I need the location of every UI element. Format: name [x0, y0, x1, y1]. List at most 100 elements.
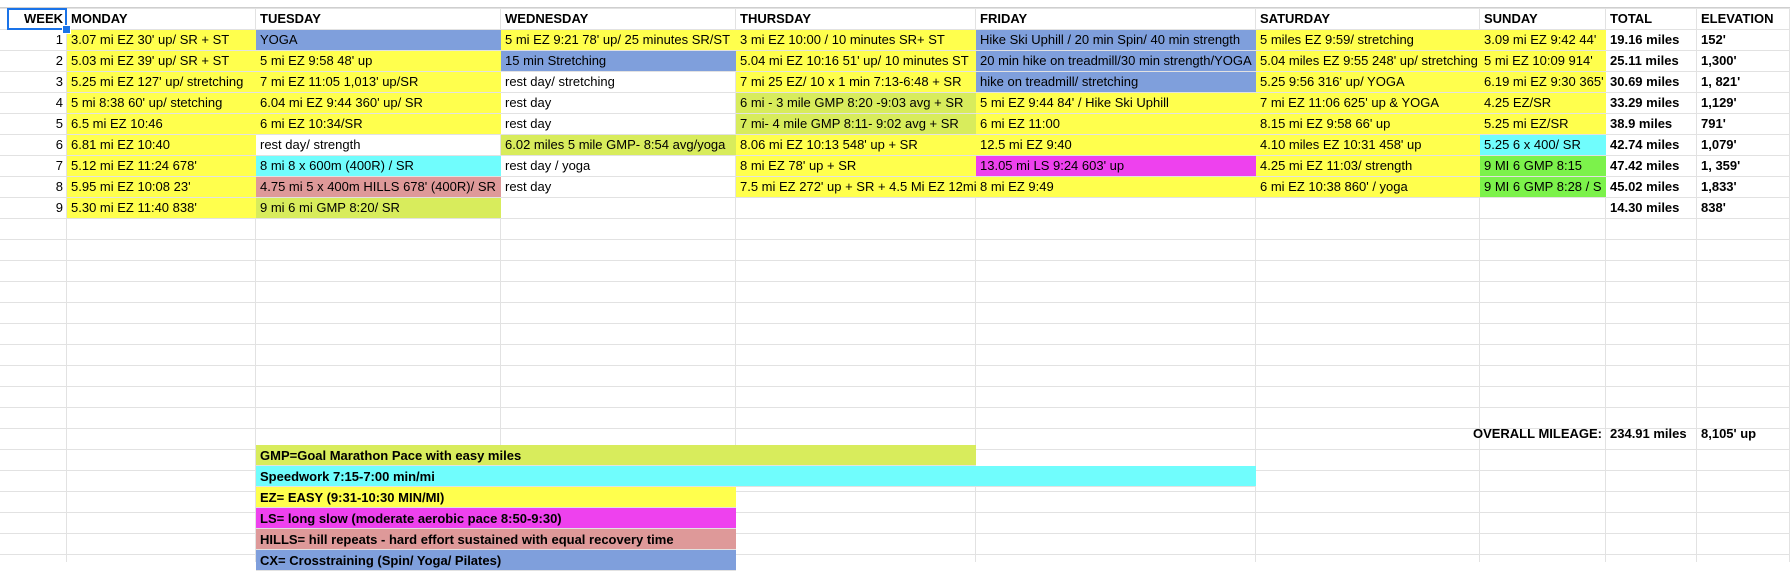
header-saturday[interactable]: SATURDAY [1260, 11, 1331, 26]
day-cell[interactable]: 6.81 mi EZ 10:40 [67, 135, 256, 155]
day-cell[interactable]: 8 mi EZ 9:49 [976, 177, 1256, 197]
day-cell[interactable]: rest day [505, 179, 552, 194]
day-cell[interactable]: 5.04 miles EZ 9:55 248' up/ stretching [1256, 51, 1480, 71]
day-cell[interactable]: 5.30 mi EZ 11:40 838' [67, 198, 256, 218]
day-cell[interactable]: 6.19 mi EZ 9:30 365' [1480, 72, 1606, 92]
overall-elevation-value[interactable]: 8,105' up [1701, 426, 1757, 441]
header-wednesday[interactable]: WEDNESDAY [505, 11, 589, 26]
day-cell[interactable]: YOGA [256, 30, 501, 50]
total-cell[interactable]: 42.74 miles [1610, 137, 1680, 152]
overall-mileage-label[interactable]: OVERALL MILEAGE: [1472, 426, 1602, 441]
elevation-cell[interactable]: 1,129' [1701, 95, 1737, 110]
week-number[interactable]: 6 [55, 137, 63, 152]
total-cell[interactable]: 19.16 miles [1610, 32, 1680, 47]
day-cell[interactable]: 9 mi 6 mi GMP 8:20/ SR [256, 198, 501, 218]
day-cell[interactable]: 5 mi EZ 10:09 914' [1480, 51, 1606, 71]
day-cell[interactable] [976, 198, 1256, 218]
day-cell[interactable]: 5.95 mi EZ 10:08 23' [67, 177, 256, 197]
day-cell[interactable]: 7.5 mi EZ 272' up + SR + 4.5 Mi EZ 12mi [736, 177, 976, 197]
day-cell[interactable]: 20 min hike on treadmill/30 min strength… [976, 51, 1256, 71]
day-cell[interactable]: 4.75 mi 5 x 400m HILLS 678' (400R)/ SR [256, 177, 501, 197]
day-cell[interactable]: 3 mi EZ 10:00 / 10 minutes SR+ ST [736, 30, 976, 50]
day-cell[interactable]: 5 mi EZ 9:58 48' up [256, 51, 501, 71]
day-cell[interactable]: 4.10 miles EZ 10:31 458' up [1256, 135, 1480, 155]
header-friday[interactable]: FRIDAY [980, 11, 1028, 26]
overall-mileage-value[interactable]: 234.91 miles [1610, 426, 1687, 441]
day-cell[interactable] [1256, 198, 1480, 218]
day-cell[interactable]: 8 mi EZ 78' up + SR [736, 156, 976, 176]
total-cell[interactable]: 30.69 miles [1610, 74, 1680, 89]
day-cell[interactable]: rest day/ strength [260, 137, 361, 152]
day-cell[interactable]: 6.02 miles 5 mile GMP- 8:54 avg/yoga [501, 135, 736, 155]
total-cell[interactable]: 14.30 miles [1610, 200, 1680, 215]
day-cell[interactable]: 5 miles EZ 9:59/ stretching [1256, 30, 1480, 50]
legend-item[interactable]: Speedwork 7:15-7:00 min/mi [256, 466, 1256, 487]
header-monday[interactable]: MONDAY [71, 11, 128, 26]
day-cell[interactable]: 5 mi EZ 9:21 78' up/ 25 minutes SR/ST [501, 30, 736, 50]
day-cell[interactable]: 3.07 mi EZ 30' up/ SR + ST [67, 30, 256, 50]
total-cell[interactable]: 47.42 miles [1610, 158, 1680, 173]
day-cell[interactable] [501, 198, 736, 218]
day-cell[interactable]: 5.04 mi EZ 10:16 51' up/ 10 minutes ST [736, 51, 976, 71]
day-cell[interactable]: 7 mi EZ 11:06 625' up & YOGA [1256, 93, 1480, 113]
elevation-cell[interactable]: 838' [1701, 200, 1726, 215]
day-cell[interactable]: 5.25 mi EZ/SR [1480, 114, 1606, 134]
day-cell[interactable]: 9 MI 6 GMP 8:28 / S [1480, 177, 1606, 197]
week-number[interactable]: 7 [55, 158, 63, 173]
day-cell[interactable]: 5.25 9:56 316' up/ YOGA [1256, 72, 1480, 92]
header-sunday[interactable]: SUNDAY [1484, 11, 1538, 26]
day-cell[interactable]: 7 mi- 4 mile GMP 8:11- 9:02 avg + SR [736, 114, 976, 134]
week-number[interactable]: 2 [55, 53, 63, 68]
fill-handle[interactable] [62, 25, 71, 34]
day-cell[interactable]: rest day / yoga [505, 158, 591, 173]
day-cell[interactable]: 8.06 mi EZ 10:13 548' up + SR [736, 135, 976, 155]
elevation-cell[interactable]: 791' [1701, 116, 1726, 131]
day-cell[interactable]: 8 mi 8 x 600m (400R) / SR [256, 156, 501, 176]
total-cell[interactable]: 25.11 miles [1610, 53, 1679, 68]
elevation-cell[interactable]: 1,079' [1701, 137, 1737, 152]
elevation-cell[interactable]: 1, 821' [1701, 74, 1741, 89]
header-thursday[interactable]: THURSDAY [740, 11, 812, 26]
day-cell[interactable]: 3.09 mi EZ 9:42 44' [1480, 30, 1606, 50]
total-cell[interactable]: 33.29 miles [1610, 95, 1680, 110]
day-cell[interactable]: rest day/ stretching [505, 74, 615, 89]
day-cell[interactable]: 6 mi EZ 10:38 860' / yoga [1256, 177, 1480, 197]
day-cell[interactable] [1480, 198, 1606, 218]
day-cell[interactable]: hike on treadmill/ stretching [976, 72, 1256, 92]
day-cell[interactable]: 4.25 EZ/SR [1480, 93, 1606, 113]
week-number[interactable]: 8 [55, 179, 63, 194]
day-cell[interactable]: 8.15 mi EZ 9:58 66' up [1256, 114, 1480, 134]
day-cell[interactable]: 5.03 mi EZ 39' up/ SR + ST [67, 51, 256, 71]
header-tuesday[interactable]: TUESDAY [260, 11, 321, 26]
legend-item[interactable]: LS= long slow (moderate aerobic pace 8:5… [256, 508, 736, 529]
day-cell[interactable]: 7 mi EZ 11:05 1,013' up/SR [256, 72, 501, 92]
week-number[interactable]: 5 [55, 116, 63, 131]
legend-item[interactable]: GMP=Goal Marathon Pace with easy miles [256, 445, 976, 466]
week-number[interactable]: 4 [55, 95, 63, 110]
day-cell[interactable]: 13.05 mi LS 9:24 603' up [976, 156, 1256, 176]
day-cell[interactable]: 5.25 mi EZ 127' up/ stretching [67, 72, 256, 92]
day-cell[interactable]: 5.25 6 x 400/ SR [1480, 135, 1606, 155]
legend-item[interactable]: HILLS= hill repeats - hard effort sustai… [256, 529, 736, 550]
day-cell[interactable]: Hike Ski Uphill / 20 min Spin/ 40 min st… [976, 30, 1256, 50]
total-cell[interactable]: 45.02 miles [1610, 179, 1680, 194]
day-cell[interactable]: 5 mi EZ 9:44 84' / Hike Ski Uphill [976, 93, 1256, 113]
day-cell[interactable] [736, 198, 976, 218]
week-number[interactable]: 9 [55, 200, 63, 215]
week-number[interactable]: 3 [55, 74, 63, 89]
day-cell[interactable]: rest day [505, 116, 552, 131]
header-elevation[interactable]: ELEVATION [1701, 11, 1774, 26]
day-cell[interactable]: 12.5 mi EZ 9:40 [976, 135, 1256, 155]
day-cell[interactable]: 15 min Stretching [501, 51, 736, 71]
day-cell[interactable]: rest day [505, 95, 552, 110]
elevation-cell[interactable]: 1,833' [1701, 179, 1737, 194]
week-number[interactable]: 1 [55, 32, 63, 47]
day-cell[interactable]: 6.5 mi EZ 10:46 [67, 114, 256, 134]
day-cell[interactable]: 7 mi 25 EZ/ 10 x 1 min 7:13-6:48 + SR [736, 72, 976, 92]
day-cell[interactable]: 5.12 mi EZ 11:24 678' [67, 156, 256, 176]
day-cell[interactable]: 4.25 mi EZ 11:03/ strength [1256, 156, 1480, 176]
day-cell[interactable]: 6.04 mi EZ 9:44 360' up/ SR [256, 93, 501, 113]
legend-item[interactable]: EZ= EASY (9:31-10:30 MIN/MI) [256, 487, 736, 508]
day-cell[interactable]: 6 mi - 3 mile GMP 8:20 -9:03 avg + SR [736, 93, 976, 113]
